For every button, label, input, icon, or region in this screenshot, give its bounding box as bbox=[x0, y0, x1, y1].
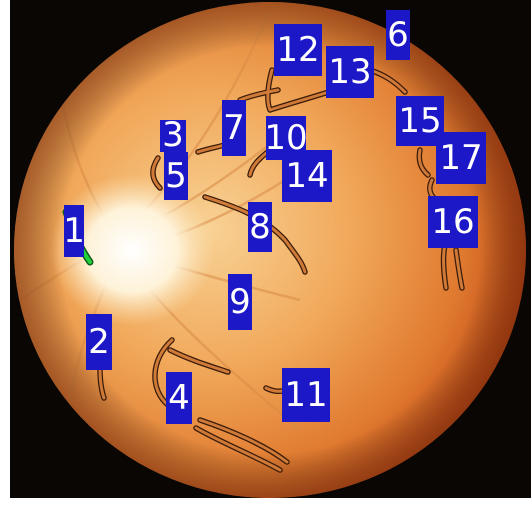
marker-8: 8 bbox=[248, 202, 272, 252]
marker-15: 15 bbox=[396, 96, 444, 146]
marker-13: 13 bbox=[326, 46, 374, 98]
marker-6: 6 bbox=[386, 10, 410, 60]
marker-17: 17 bbox=[436, 132, 486, 184]
bottom-border bbox=[0, 498, 531, 514]
marker-3: 3 bbox=[160, 118, 186, 152]
marker-9: 9 bbox=[228, 274, 252, 330]
marker-5: 5 bbox=[164, 152, 188, 200]
left-border bbox=[0, 0, 10, 514]
marker-4: 4 bbox=[166, 372, 192, 424]
marker-11: 11 bbox=[282, 368, 330, 422]
marker-2: 2 bbox=[86, 314, 112, 370]
marker-16: 16 bbox=[428, 196, 478, 248]
marker-7: 7 bbox=[222, 100, 246, 156]
marker-1: 1 bbox=[63, 205, 85, 257]
marker-14: 14 bbox=[282, 150, 332, 202]
marker-12: 12 bbox=[274, 24, 322, 76]
